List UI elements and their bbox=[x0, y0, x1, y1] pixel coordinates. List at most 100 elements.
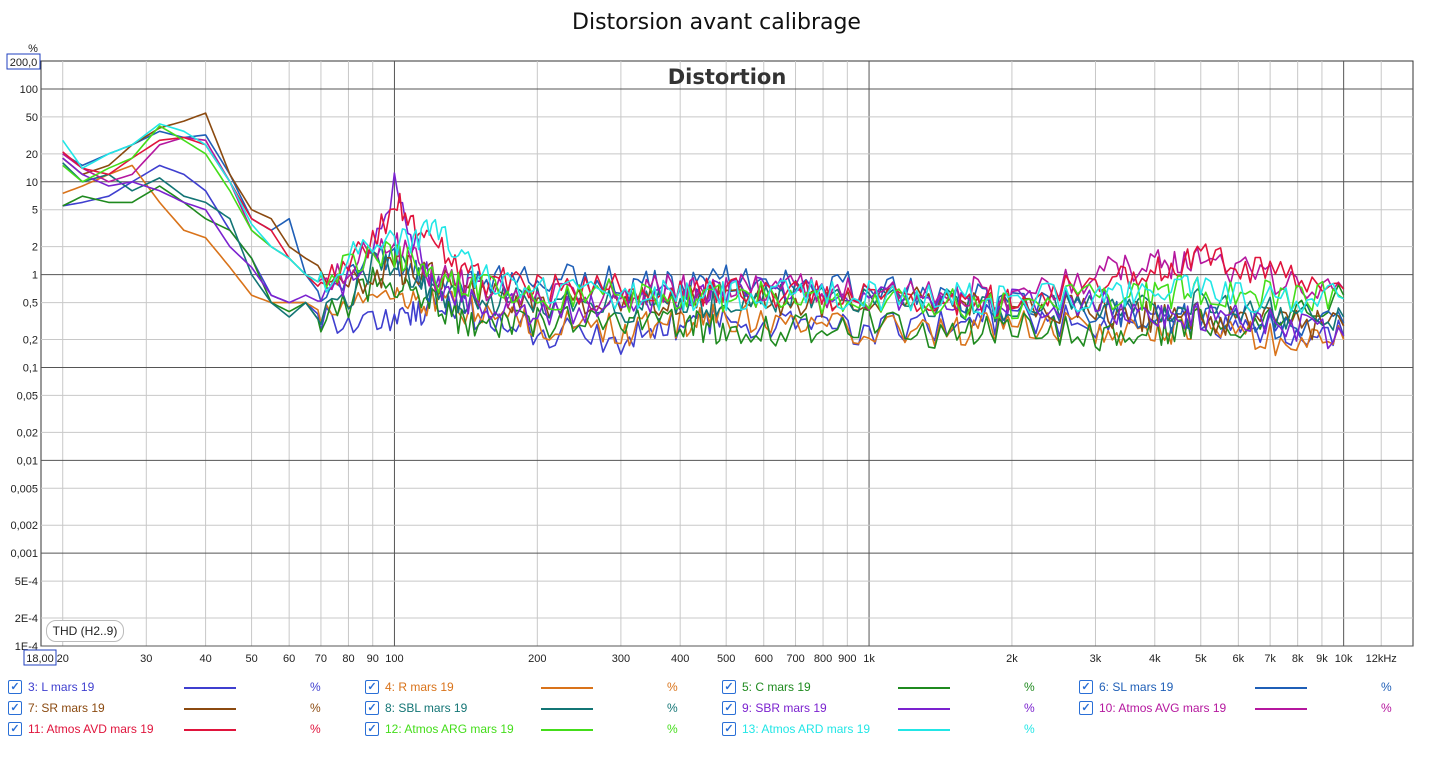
legend-checkbox[interactable]: ✓ bbox=[722, 701, 736, 715]
legend-unit: % bbox=[1381, 680, 1392, 694]
y-top-value-box bbox=[6, 53, 41, 70]
y-tick-label: 5E-4 bbox=[15, 576, 38, 588]
x-tick-label: 3k bbox=[1090, 653, 1102, 665]
legend: ✓ 3: L mars 19% ✓ 4: R mars 19% ✓ 5: C mars 1… bbox=[0, 676, 1433, 761]
series-line-13 bbox=[62, 123, 1344, 317]
legend-unit: % bbox=[1381, 701, 1392, 715]
legend-swatch bbox=[1255, 687, 1307, 689]
x-tick-label: 9k bbox=[1316, 653, 1328, 665]
y-top-value[interactable]: 200,0 bbox=[10, 57, 38, 69]
series-line-11 bbox=[62, 136, 1345, 319]
x-tick-label: 50 bbox=[245, 653, 257, 665]
y-tick-label: 2 bbox=[32, 242, 38, 254]
legend-item[interactable]: ✓ 6: SL mars 19% bbox=[1079, 679, 1419, 697]
x-tick-label: 40 bbox=[199, 653, 211, 665]
y-tick-label: 20 bbox=[26, 149, 38, 161]
x-tick-label: 80 bbox=[342, 653, 354, 665]
legend-label: 7: SR mars 19 bbox=[28, 701, 105, 715]
y-tick-label: 0,1 bbox=[23, 362, 38, 374]
y-tick-label: 100 bbox=[20, 84, 38, 96]
x-tick-label: 10k bbox=[1335, 653, 1353, 665]
legend-item[interactable]: ✓ 5: C mars 19% bbox=[722, 679, 1062, 697]
legend-swatch bbox=[184, 708, 236, 710]
x-tick-label: 20 bbox=[57, 653, 69, 665]
distortion-chart[interactable]: 100 50 20 10 5 2 1 0,5 0,2 0,1 0,05 0,02 0,01 0,005 0,… bbox=[0, 0, 1433, 676]
legend-label: 5: C mars 19 bbox=[742, 680, 811, 694]
legend-item[interactable]: ✓ 3: L mars 19% bbox=[8, 679, 348, 697]
legend-item[interactable]: ✓ 7: SR mars 19% bbox=[8, 700, 348, 718]
legend-checkbox[interactable]: ✓ bbox=[722, 722, 736, 736]
legend-checkbox[interactable]: ✓ bbox=[8, 701, 22, 715]
chart-title: Distortion bbox=[668, 65, 787, 89]
series-layer bbox=[62, 112, 1345, 357]
legend-checkbox[interactable]: ✓ bbox=[365, 680, 379, 694]
x-tick-label: 12kHz bbox=[1366, 653, 1397, 665]
y-tick-label: 2E-4 bbox=[15, 613, 38, 625]
legend-item[interactable]: ✓ 8: SBL mars 19% bbox=[365, 700, 705, 718]
legend-label: 11: Atmos AVD mars 19 bbox=[28, 722, 154, 736]
x-tick-label: 7k bbox=[1264, 653, 1276, 665]
thd-label[interactable]: THD (H2..9) bbox=[46, 620, 124, 642]
x-tick-label: 400 bbox=[671, 653, 689, 665]
legend-swatch bbox=[184, 687, 236, 689]
y-unit-label: % bbox=[28, 43, 38, 55]
legend-item[interactable]: ✓ 12: Atmos ARG mars 19% bbox=[365, 721, 705, 739]
legend-item[interactable]: ✓ 13: Atmos ARD mars 19% bbox=[722, 721, 1062, 739]
legend-unit: % bbox=[667, 680, 678, 694]
y-tick-label: 0,001 bbox=[10, 548, 38, 560]
legend-label: 10: Atmos AVG mars 19 bbox=[1099, 701, 1227, 715]
x-tick-label: 900 bbox=[838, 653, 856, 665]
legend-checkbox[interactable]: ✓ bbox=[8, 722, 22, 736]
y-tick-label: 5 bbox=[32, 205, 38, 217]
y-tick-labels: 100 50 20 10 5 2 1 0,5 0,2 0,1 0,05 0,02 0,01 0,005 0,… bbox=[10, 84, 38, 653]
x-tick-label: 90 bbox=[367, 653, 379, 665]
x-tick-label: 600 bbox=[755, 653, 773, 665]
legend-unit: % bbox=[667, 722, 678, 736]
x-tick-label: 100 bbox=[385, 653, 403, 665]
legend-item[interactable]: ✓ 4: R mars 19% bbox=[365, 679, 705, 697]
x-left-value-box bbox=[23, 649, 57, 666]
legend-swatch bbox=[898, 729, 950, 731]
legend-item[interactable]: ✓ 11: Atmos AVD mars 19% bbox=[8, 721, 348, 739]
legend-checkbox[interactable]: ✓ bbox=[365, 722, 379, 736]
legend-swatch bbox=[541, 708, 593, 710]
y-tick-label: 0,05 bbox=[17, 390, 38, 402]
legend-swatch bbox=[541, 687, 593, 689]
legend-item[interactable]: ✓ 10: Atmos AVG mars 19% bbox=[1079, 700, 1419, 718]
y-tick-label: 0,02 bbox=[17, 427, 38, 439]
series-line-4 bbox=[62, 164, 1345, 357]
legend-unit: % bbox=[1024, 680, 1035, 694]
x-tick-label: 500 bbox=[717, 653, 735, 665]
legend-label: 3: L mars 19 bbox=[28, 680, 95, 694]
x-tick-label: 700 bbox=[786, 653, 804, 665]
x-tick-label: 4k bbox=[1149, 653, 1161, 665]
legend-checkbox[interactable]: ✓ bbox=[365, 701, 379, 715]
y-tick-label: 0,005 bbox=[10, 483, 38, 495]
y-tick-label: 0,01 bbox=[17, 455, 38, 467]
x-tick-label: 200 bbox=[528, 653, 546, 665]
legend-unit: % bbox=[667, 701, 678, 715]
x-tick-label: 60 bbox=[283, 653, 295, 665]
x-tick-label: 70 bbox=[315, 653, 327, 665]
x-tick-label: 30 bbox=[140, 653, 152, 665]
legend-label: 8: SBL mars 19 bbox=[385, 701, 468, 715]
legend-checkbox[interactable]: ✓ bbox=[1079, 701, 1093, 715]
x-tick-label: 6k bbox=[1233, 653, 1245, 665]
legend-swatch bbox=[184, 729, 236, 731]
legend-swatch bbox=[541, 729, 593, 731]
legend-label: 12: Atmos ARG mars 19 bbox=[385, 722, 514, 736]
x-tick-label: 1k bbox=[863, 653, 875, 665]
x-tick-label: 800 bbox=[814, 653, 832, 665]
plot-area bbox=[40, 60, 1414, 647]
y-tick-label: 1 bbox=[32, 270, 38, 282]
legend-unit: % bbox=[310, 680, 321, 694]
x-left-value[interactable]: 18,00 bbox=[26, 653, 54, 665]
y-tick-label: 0,002 bbox=[10, 520, 38, 532]
legend-checkbox[interactable]: ✓ bbox=[722, 680, 736, 694]
legend-item[interactable]: ✓ 9: SBR mars 19% bbox=[722, 700, 1062, 718]
legend-label: 9: SBR mars 19 bbox=[742, 701, 827, 715]
y-tick-label: 50 bbox=[26, 112, 38, 124]
legend-unit: % bbox=[1024, 701, 1035, 715]
legend-checkbox[interactable]: ✓ bbox=[8, 680, 22, 694]
legend-checkbox[interactable]: ✓ bbox=[1079, 680, 1093, 694]
